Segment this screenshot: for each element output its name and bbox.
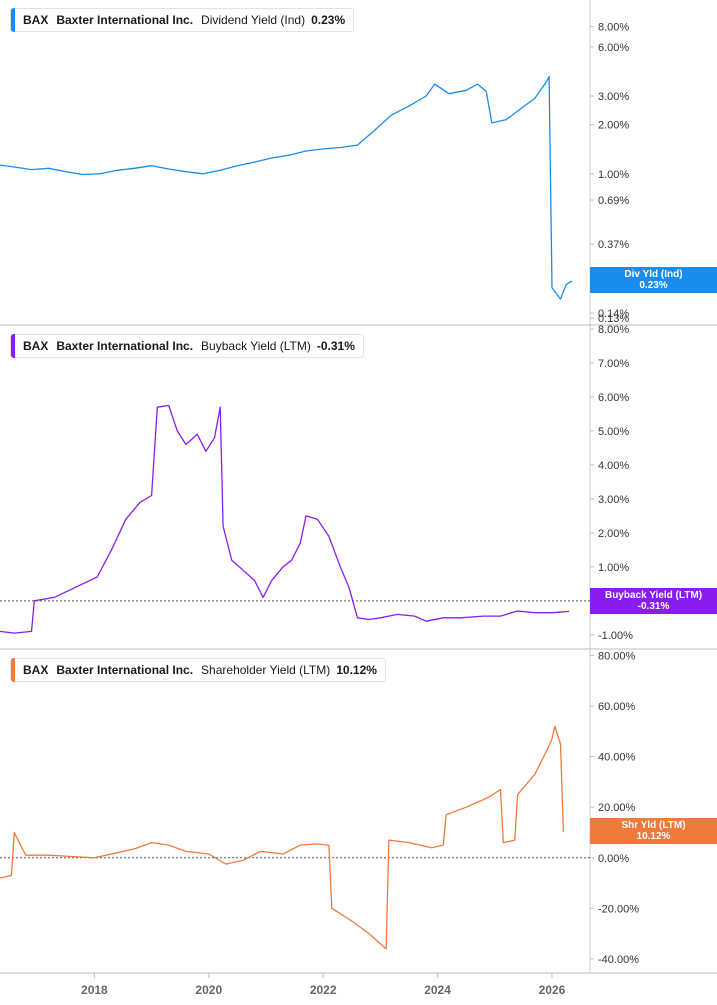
- y-tick-label: 60.00%: [598, 701, 636, 713]
- x-tick-label: 2020: [195, 983, 222, 997]
- legend-swatch: [11, 334, 15, 358]
- y-tick-label: 20.00%: [598, 802, 636, 814]
- y-tick-label: 8.00%: [598, 22, 629, 34]
- legend-ticker: BAX: [23, 339, 49, 353]
- legend-company: Baxter International Inc.: [56, 13, 194, 27]
- x-tick-label: 2024: [424, 983, 451, 997]
- series-line-dividend-yield: [0, 75, 573, 300]
- badge-value: 0.23%: [639, 280, 668, 291]
- y-tick-label: 0.69%: [598, 195, 629, 207]
- y-tick-label: -40.00%: [598, 954, 639, 966]
- y-tick-label: 40.00%: [598, 752, 636, 764]
- y-tick-label: 3.00%: [598, 494, 629, 506]
- y-tick-label: 0.13%: [598, 313, 629, 325]
- series-line-buyback-yield: [0, 404, 570, 634]
- y-tick-label: 6.00%: [598, 42, 629, 54]
- x-tick-label: 2018: [81, 983, 108, 997]
- legend-swatch: [11, 8, 15, 32]
- y-tick-label: -1.00%: [598, 630, 633, 642]
- y-tick-label: 5.00%: [598, 426, 629, 438]
- badge-shareholder-yield: Shr Yld (LTM) 10.12%: [590, 818, 717, 844]
- legend-shareholder-yield: BAX Baxter International Inc. Shareholde…: [10, 658, 386, 682]
- x-tick-label: 2026: [539, 983, 566, 997]
- legend-value: 0.23%: [311, 13, 346, 27]
- y-tick-label: 8.00%: [598, 324, 629, 336]
- legend-company: Baxter International Inc.: [56, 663, 194, 677]
- y-tick-label: 80.00%: [598, 651, 636, 663]
- y-tick-label: 4.00%: [598, 460, 629, 472]
- y-tick-label: 0.14%: [598, 308, 629, 320]
- y-tick-label: 0.37%: [598, 239, 629, 251]
- badge-label: Buyback Yield (LTM): [604, 590, 703, 601]
- y-tick-label: 0.00%: [598, 853, 629, 865]
- legend-metric: Dividend Yield (Ind): [201, 13, 306, 27]
- y-tick-label: 3.00%: [598, 91, 629, 103]
- legend-ticker: BAX: [23, 663, 49, 677]
- badge-buyback-yield: Buyback Yield (LTM) -0.31%: [590, 588, 717, 614]
- y-tick-label: 7.00%: [598, 358, 629, 370]
- badge-dividend-yield: Div Yld (Ind) 0.23%: [590, 267, 717, 293]
- series-line-shareholder-yield: [0, 725, 565, 950]
- legend-swatch: [11, 658, 15, 682]
- legend-ticker: BAX: [23, 13, 49, 27]
- y-tick-label: 2.00%: [598, 528, 629, 540]
- badge-value: -0.31%: [637, 601, 670, 612]
- legend-company: Baxter International Inc.: [56, 339, 194, 353]
- x-tick-label: 2022: [310, 983, 337, 997]
- y-tick-label: -20.00%: [598, 903, 639, 915]
- legend-metric: Shareholder Yield (LTM): [201, 663, 331, 677]
- badge-value: 10.12%: [636, 831, 671, 842]
- y-tick-label: 1.00%: [598, 562, 629, 574]
- legend-value: -0.31%: [316, 339, 355, 353]
- legend-buyback-yield: BAX Baxter International Inc. Buyback Yi…: [10, 334, 364, 358]
- y-tick-label: 2.00%: [598, 120, 629, 132]
- badge-label: Div Yld (Ind): [624, 269, 683, 280]
- y-tick-label: 1.00%: [598, 169, 629, 181]
- legend-dividend-yield: BAX Baxter International Inc. Dividend Y…: [10, 8, 355, 32]
- legend-value: 10.12%: [336, 663, 377, 677]
- legend-metric: Buyback Yield (LTM): [201, 339, 311, 353]
- y-tick-label: 6.00%: [598, 392, 629, 404]
- badge-label: Shr Yld (LTM): [621, 820, 686, 831]
